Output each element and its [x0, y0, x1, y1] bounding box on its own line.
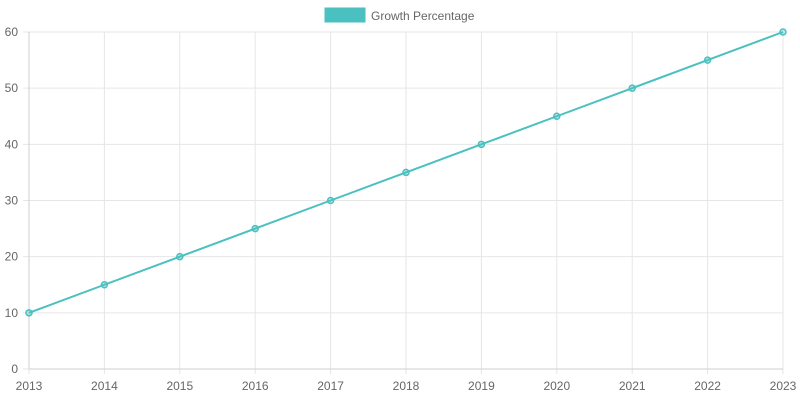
- data-point[interactable]: [100, 281, 109, 289]
- data-point[interactable]: [176, 252, 184, 261]
- x-tick-label: 2017: [317, 379, 344, 393]
- x-tick-label: 2013: [16, 379, 43, 393]
- data-point[interactable]: [779, 28, 787, 36]
- grid-lines: [23, 31, 784, 374]
- data-point[interactable]: [553, 112, 561, 120]
- data-point[interactable]: [628, 84, 636, 92]
- x-tick-label: 2015: [166, 379, 193, 393]
- y-tick-label: 0: [11, 362, 18, 376]
- y-tick-label: 50: [5, 81, 19, 95]
- data-point[interactable]: [326, 196, 335, 205]
- y-tick-label: 60: [5, 25, 19, 39]
- x-tick-label: 2020: [543, 379, 570, 393]
- data-point[interactable]: [25, 309, 33, 317]
- y-tick-label: 40: [5, 137, 19, 151]
- x-tick-label: 2014: [91, 379, 118, 393]
- y-tick-label: 20: [5, 250, 19, 264]
- x-tick-label: 2019: [468, 379, 495, 393]
- data-point[interactable]: [477, 140, 486, 149]
- legend[interactable]: Growth Percentage: [324, 7, 475, 23]
- series-line-growth-percentage: [28, 31, 784, 314]
- legend-swatch[interactable]: [324, 7, 366, 23]
- series-layer: [25, 28, 787, 317]
- legend-label[interactable]: Growth Percentage: [371, 9, 475, 23]
- axes: 2013 2014 2015 2016 2017 2018 2019 2020 2021 2022…: [5, 25, 797, 393]
- data-point[interactable]: [402, 168, 410, 177]
- x-tick-label: 2016: [242, 379, 269, 393]
- x-tick-label: 2023: [770, 379, 797, 393]
- y-tick-label: 30: [5, 194, 19, 208]
- x-tick-label: 2021: [619, 379, 646, 393]
- y-tick-label: 10: [5, 306, 19, 320]
- data-point[interactable]: [251, 224, 259, 233]
- data-point[interactable]: [703, 56, 712, 64]
- x-tick-label: 2018: [393, 379, 420, 393]
- x-tick-label: 2022: [694, 379, 721, 393]
